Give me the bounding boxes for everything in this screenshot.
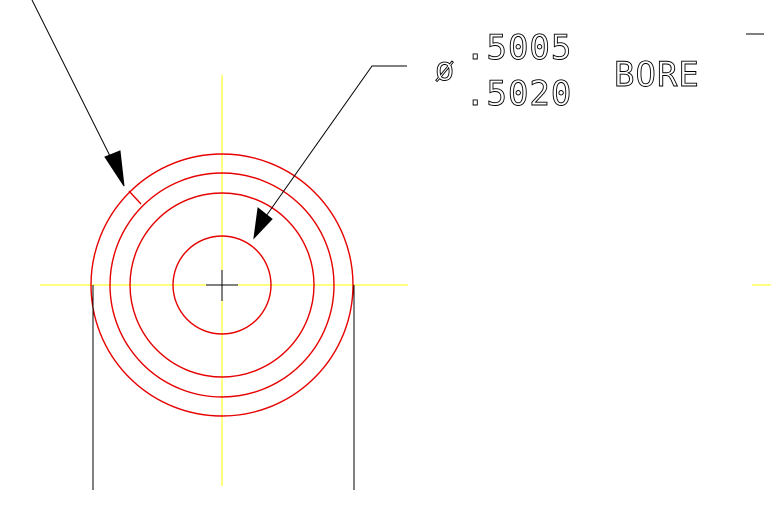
bore-leader-line xyxy=(263,65,407,220)
bore-leader-arrowhead xyxy=(253,207,273,240)
projection-lines xyxy=(92,285,355,490)
bore-circle xyxy=(172,235,272,335)
upper-left-leader-arrowhead xyxy=(104,150,125,187)
leaders xyxy=(31,0,407,240)
upper-tolerance-value: .5005 xyxy=(465,28,572,68)
bore-label: BORE xyxy=(614,55,700,95)
bore-callout: ø .5005 .5020 BORE xyxy=(435,28,764,114)
second-circle xyxy=(109,172,335,398)
lower-tolerance-value: .5020 xyxy=(465,74,572,114)
circle-tick-mark xyxy=(128,190,142,205)
upper-left-leader-line xyxy=(31,0,115,165)
third-circle xyxy=(129,192,315,378)
outer-circle xyxy=(90,153,354,417)
centerlines xyxy=(40,75,771,486)
diameter-symbol: ø xyxy=(435,50,455,88)
center-mark xyxy=(206,270,238,301)
bore-geometry xyxy=(90,153,354,417)
